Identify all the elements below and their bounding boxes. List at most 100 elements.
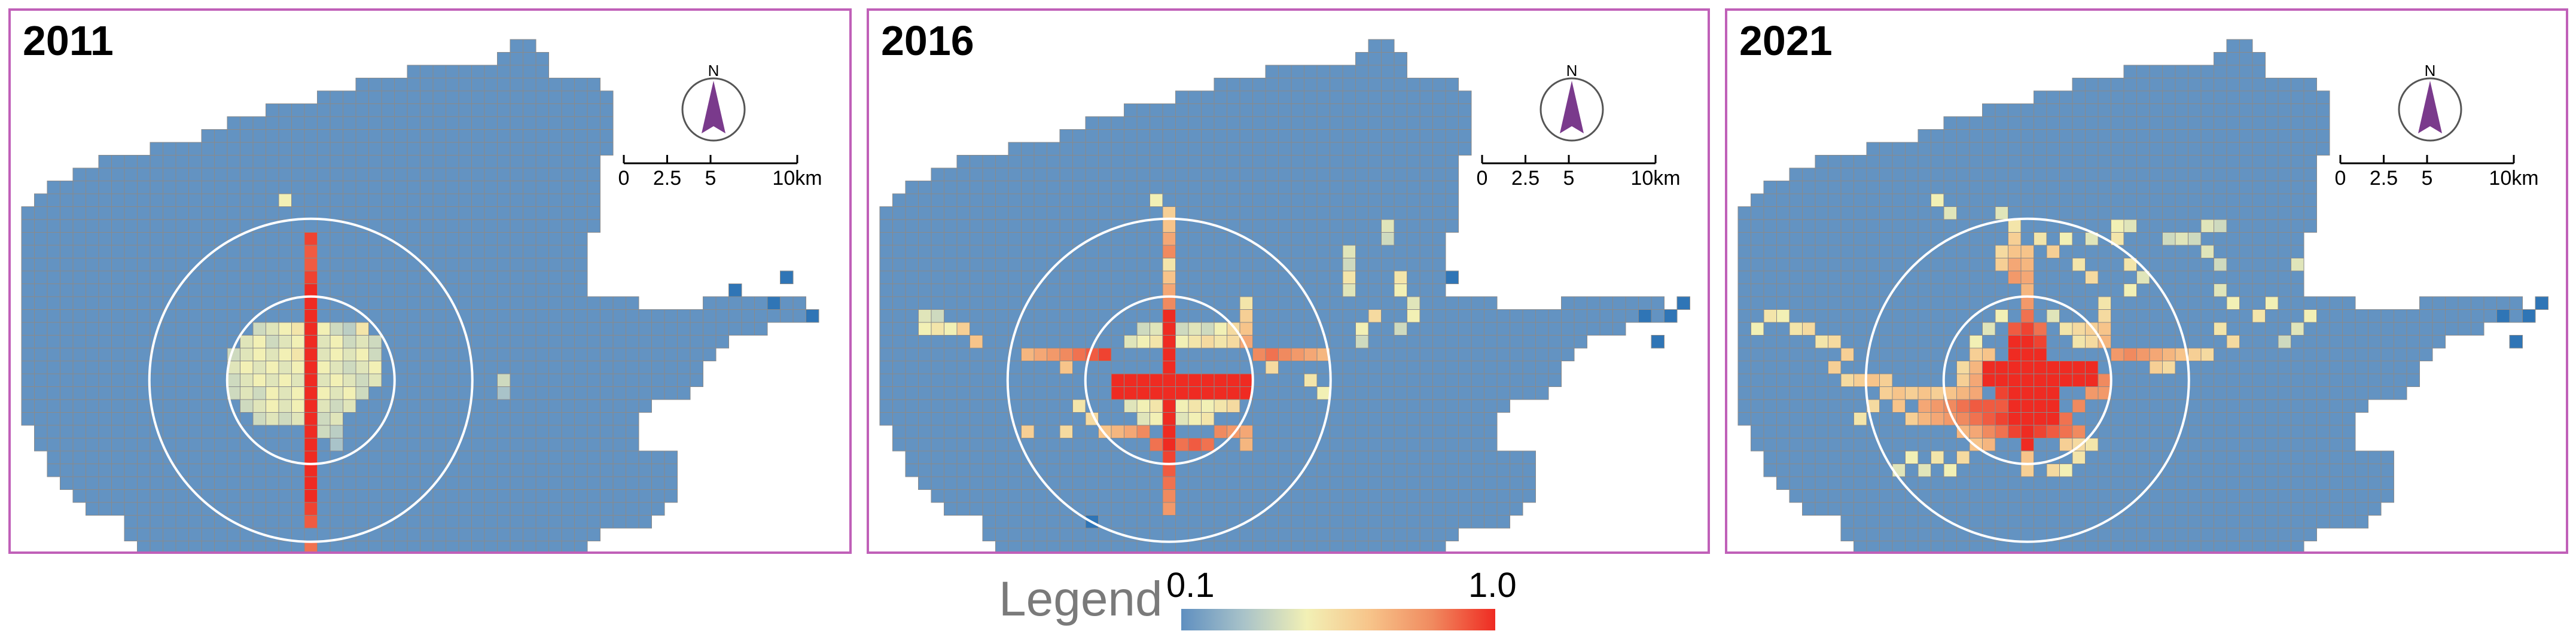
grid-cell	[612, 373, 626, 387]
grid-cell	[497, 335, 511, 349]
grid-cell	[1330, 129, 1343, 143]
grid-cell	[240, 116, 254, 130]
grid-cell	[2329, 386, 2343, 400]
grid-cell	[2214, 78, 2227, 92]
map-grid-2011: N0 2.5 5 10km	[21, 39, 822, 551]
grid-cell	[1995, 515, 2008, 529]
grid-cell	[1394, 399, 1407, 413]
grid-cell	[1995, 270, 2008, 284]
grid-cell	[188, 335, 202, 349]
grid-cell	[72, 489, 86, 503]
grid-cell	[98, 464, 112, 477]
grid-cell	[2046, 438, 2060, 452]
grid-cell	[1840, 438, 1854, 452]
grid-cell	[432, 386, 446, 400]
grid-cell	[1072, 438, 1086, 452]
grid-cell	[626, 296, 639, 310]
grid-cell	[956, 232, 970, 246]
grid-cell	[2020, 476, 2034, 490]
grid-cell	[1059, 309, 1073, 323]
grid-cell	[1124, 541, 1138, 551]
grid-cell	[1136, 167, 1150, 181]
grid-cell	[1956, 116, 1970, 130]
grid-cell	[1278, 399, 1292, 413]
grid-cell	[1265, 335, 1279, 349]
grid-cell	[1510, 373, 1523, 387]
grid-cell	[561, 515, 575, 529]
grid-cell	[1008, 219, 1022, 233]
grid-cell	[98, 296, 112, 310]
grid-cell	[497, 296, 511, 310]
grid-cell	[1956, 399, 1970, 413]
grid-cell	[124, 373, 138, 387]
grid-cell	[600, 464, 614, 477]
grid-cell	[355, 181, 369, 194]
grid-cell	[2214, 348, 2227, 361]
grid-cell	[317, 258, 331, 272]
grid-cell	[2394, 348, 2407, 361]
grid-cell	[1381, 476, 1395, 490]
grid-cell	[2342, 335, 2356, 349]
grid-cell	[1214, 78, 1227, 92]
grid-cell	[1763, 335, 1777, 349]
grid-cell	[1150, 322, 1163, 336]
grid-cell	[510, 245, 523, 258]
grid-cell	[1432, 464, 1446, 477]
grid-cell	[227, 541, 240, 551]
grid-cell	[1407, 258, 1420, 272]
grid-cell	[1316, 489, 1330, 503]
grid-cell	[1840, 167, 1854, 181]
grid-cell	[458, 464, 472, 477]
grid-cell	[497, 116, 511, 130]
grid-cell	[1789, 181, 1803, 194]
grid-cell	[175, 296, 189, 310]
grid-cell	[2355, 489, 2368, 503]
grid-cell	[1917, 181, 1931, 194]
grid-cell	[2123, 65, 2137, 78]
grid-cell	[124, 219, 138, 233]
grid-cell	[1737, 373, 1751, 387]
grid-cell	[2034, 438, 2047, 452]
grid-cell	[1008, 541, 1022, 551]
grid-cell	[879, 361, 893, 374]
grid-cell	[1355, 129, 1369, 143]
grid-cell	[1776, 232, 1790, 246]
grid-cell	[2085, 245, 2099, 258]
grid-cell	[1355, 116, 1369, 130]
grid-cell	[1021, 258, 1035, 272]
grid-cell	[137, 399, 151, 413]
grid-cell	[2265, 258, 2279, 272]
grid-cell	[304, 399, 318, 413]
grid-cell	[394, 489, 408, 503]
grid-cell	[1072, 450, 1086, 464]
grid-cell	[2226, 502, 2240, 516]
grid-cell	[240, 450, 254, 464]
grid-cell	[2200, 502, 2214, 516]
grid-cell	[1034, 193, 1047, 207]
grid-cell	[2316, 502, 2330, 516]
grid-cell	[1407, 129, 1420, 143]
grid-cell	[918, 476, 932, 490]
grid-cell	[587, 528, 600, 541]
grid-cell	[471, 450, 485, 464]
grid-cell	[2188, 129, 2202, 143]
grid-cell	[1905, 528, 1919, 541]
grid-cell	[330, 116, 343, 130]
grid-cell	[1905, 386, 1919, 400]
grid-cell	[355, 167, 369, 181]
grid-cell	[1278, 142, 1292, 156]
grid-cell	[484, 515, 498, 529]
grid-cell	[1866, 361, 1880, 374]
grid-cell	[1763, 245, 1777, 258]
grid-cell	[2149, 155, 2163, 169]
grid-cell	[1931, 476, 1944, 490]
grid-cell	[266, 438, 279, 452]
grid-cell	[970, 335, 983, 349]
grid-cell	[1407, 335, 1420, 349]
grid-cell	[2020, 464, 2034, 477]
grid-cell	[1111, 116, 1124, 130]
grid-cell	[1381, 39, 1395, 53]
grid-cell	[2123, 296, 2137, 310]
grid-cell	[2085, 386, 2099, 400]
grid-cell	[252, 502, 266, 516]
